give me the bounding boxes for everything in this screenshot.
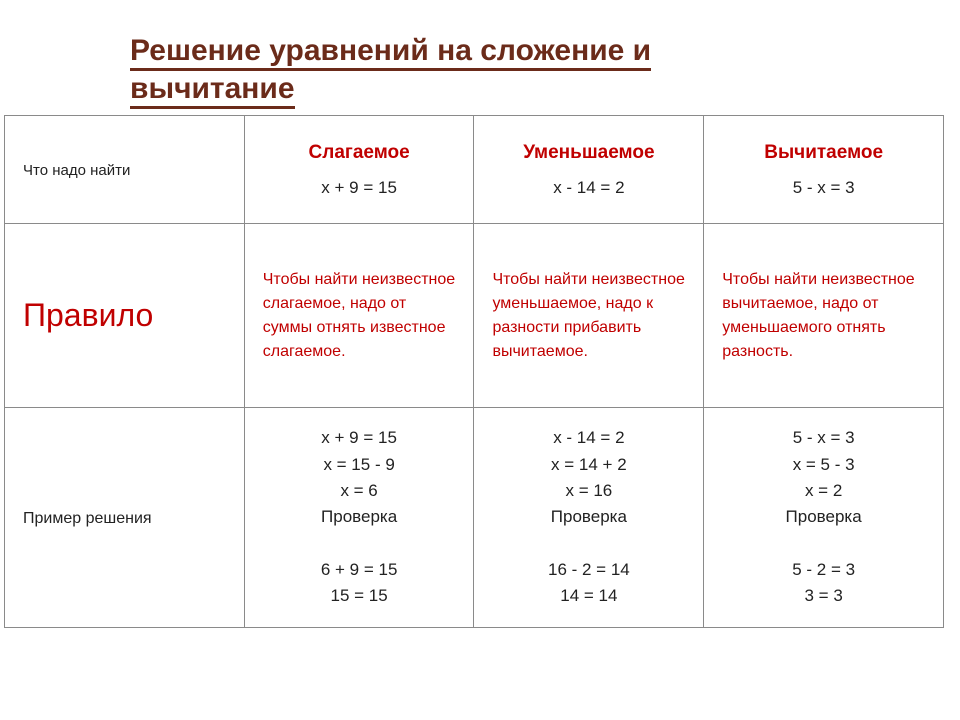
example-addend-cell: x + 9 = 15x = 15 - 9x = 6Проверка 6 + 9 … [244, 408, 474, 628]
rule-label: Правило [23, 297, 153, 333]
table-header-row: Что надо найти Слагаемое x + 9 = 15 Умен… [5, 116, 944, 224]
rule-minuend-cell: Чтобы найти неизвестное уменьшаемое, над… [474, 224, 704, 408]
find-label: Что надо найти [23, 162, 130, 179]
eq-subtrahend: 5 - x = 3 [722, 178, 925, 198]
example-subtrahend-cell: 5 - x = 3x = 5 - 3x = 2Проверка 5 - 2 = … [704, 408, 944, 628]
example-label-cell: Пример решения [5, 408, 245, 628]
rule-addend-cell: Чтобы найти неизвестное слагаемое, надо … [244, 224, 474, 408]
header-col-subtrahend: Вычитаемое 5 - x = 3 [704, 116, 944, 224]
term-subtrahend: Вычитаемое [722, 142, 925, 164]
example-addend-lines: x + 9 = 15x = 15 - 9x = 6Проверка 6 + 9 … [263, 425, 456, 609]
rule-text-addend: Чтобы найти неизвестное слагаемое, надо … [263, 268, 456, 364]
eq-addend: x + 9 = 15 [263, 178, 456, 198]
header-col-addend: Слагаемое x + 9 = 15 [244, 116, 474, 224]
rule-label-cell: Правило [5, 224, 245, 408]
header-col-minuend: Уменьшаемое x - 14 = 2 [474, 116, 704, 224]
title-line1: Решение уравнений на сложение и [130, 34, 651, 71]
rule-text-subtrahend: Чтобы найти неизвестное вычитаемое, надо… [722, 268, 925, 364]
header-find-cell: Что надо найти [5, 116, 245, 224]
slide-title: Решение уравнений на сложение и вычитани… [0, 0, 960, 115]
table-rule-row: Правило Чтобы найти неизвестное слагаемо… [5, 224, 944, 408]
example-minuend-cell: x - 14 = 2x = 14 + 2x = 16Проверка 16 - … [474, 408, 704, 628]
example-label: Пример решения [23, 510, 152, 527]
term-addend: Слагаемое [263, 142, 456, 164]
example-minuend-lines: x - 14 = 2x = 14 + 2x = 16Проверка 16 - … [492, 425, 685, 609]
example-subtrahend-lines: 5 - x = 3x = 5 - 3x = 2Проверка 5 - 2 = … [722, 425, 925, 609]
rule-subtrahend-cell: Чтобы найти неизвестное вычитаемое, надо… [704, 224, 944, 408]
rule-text-minuend: Чтобы найти неизвестное уменьшаемое, над… [492, 268, 685, 364]
eq-minuend: x - 14 = 2 [492, 178, 685, 198]
term-minuend: Уменьшаемое [492, 142, 685, 164]
title-line2: вычитание [130, 72, 295, 109]
table-example-row: Пример решения x + 9 = 15x = 15 - 9x = 6… [5, 408, 944, 628]
rules-table: Что надо найти Слагаемое x + 9 = 15 Умен… [4, 115, 944, 628]
